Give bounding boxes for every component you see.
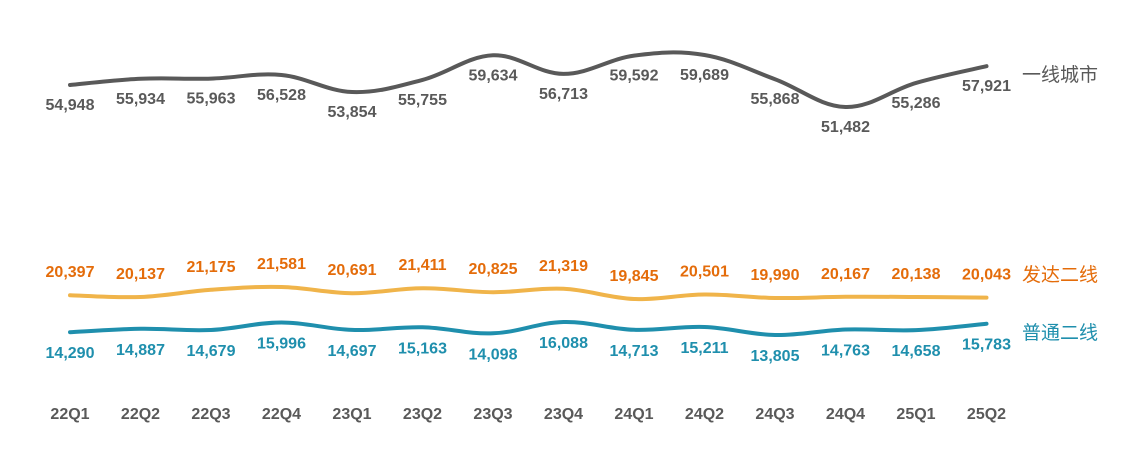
data-label: 56,528: [257, 87, 306, 104]
data-label: 20,137: [116, 266, 165, 283]
data-label: 21,411: [398, 257, 446, 274]
x-tick-label: 22Q2: [121, 406, 160, 423]
data-label: 14,713: [610, 343, 659, 360]
series-name-label: 普通二线: [1022, 322, 1098, 344]
data-label: 14,658: [892, 343, 941, 360]
data-label: 13,805: [751, 348, 800, 365]
series-1: 54,948 55,934 55,963 56,528 53,854 55,755 59,6…: [46, 50, 1011, 136]
series-line: [68, 319, 989, 338]
data-label: 20,043: [962, 267, 1011, 284]
data-label: 14,697: [328, 343, 377, 360]
data-label: 53,854: [328, 104, 377, 121]
x-tick-label: 24Q1: [614, 406, 653, 423]
data-label: 19,990: [751, 267, 800, 284]
data-label: 14,763: [821, 343, 870, 360]
data-label: 14,098: [469, 346, 518, 363]
data-label: 21,319: [539, 258, 588, 275]
x-tick-label: 23Q3: [473, 406, 512, 423]
data-label: 14,290: [46, 345, 95, 362]
data-label: 59,634: [469, 67, 518, 84]
data-label: 59,592: [610, 68, 659, 85]
data-label: 20,167: [821, 266, 870, 283]
data-label: 15,783: [962, 337, 1011, 354]
data-label: 55,755: [398, 92, 447, 109]
x-tick-label: 25Q2: [967, 406, 1006, 423]
x-tick-label: 22Q4: [262, 406, 301, 423]
data-label: 21,175: [187, 259, 236, 276]
x-tick-label: 24Q3: [755, 406, 794, 423]
data-label: 15,996: [257, 336, 306, 353]
x-tick-label: 23Q4: [544, 406, 583, 423]
data-label: 20,397: [46, 264, 95, 281]
data-label: 20,138: [892, 266, 941, 283]
x-tick-label: 23Q1: [332, 406, 371, 423]
series-name-label: 发达二线: [1022, 264, 1098, 286]
series-line: [68, 284, 989, 302]
x-tick-label: 24Q4: [826, 406, 865, 423]
data-label: 56,713: [539, 86, 588, 103]
data-label: 15,211: [680, 340, 728, 357]
data-label: 16,088: [539, 335, 588, 352]
data-label: 21,581: [257, 256, 306, 273]
data-label: 55,868: [751, 91, 800, 108]
data-label: 19,845: [610, 268, 659, 285]
data-label: 51,482: [821, 119, 870, 136]
data-label: 20,501: [680, 263, 729, 280]
series-3: 14,290 14,887 14,679 15,996 14,697 15,163 14,0…: [46, 319, 1011, 365]
data-label: 55,963: [187, 91, 236, 108]
data-label: 57,921: [962, 78, 1011, 95]
data-label: 14,887: [116, 342, 165, 359]
data-label: 59,689: [680, 67, 729, 84]
x-tick-label: 24Q2: [685, 406, 724, 423]
data-label: 55,934: [116, 91, 165, 108]
data-label: 55,286: [892, 95, 941, 112]
series-line: [68, 50, 989, 110]
data-label: 54,948: [46, 97, 95, 114]
x-tick-label: 22Q1: [50, 406, 89, 423]
x-axis: 22Q1 22Q2 22Q3 22Q4 23Q1 23Q2 23Q3 23Q4 24Q1 24Q2…: [50, 406, 1006, 423]
x-tick-label: 23Q2: [403, 406, 442, 423]
series-name-label: 一线城市: [1022, 64, 1098, 86]
series-2: 20,397 20,137 21,175 21,581 20,691 21,411 20,8…: [46, 256, 1011, 302]
data-label: 20,825: [469, 261, 518, 278]
x-tick-label: 25Q1: [896, 406, 935, 423]
x-tick-label: 22Q3: [191, 406, 230, 423]
data-label: 20,691: [328, 262, 377, 279]
data-label: 14,679: [187, 343, 236, 360]
data-label: 15,163: [398, 340, 447, 357]
